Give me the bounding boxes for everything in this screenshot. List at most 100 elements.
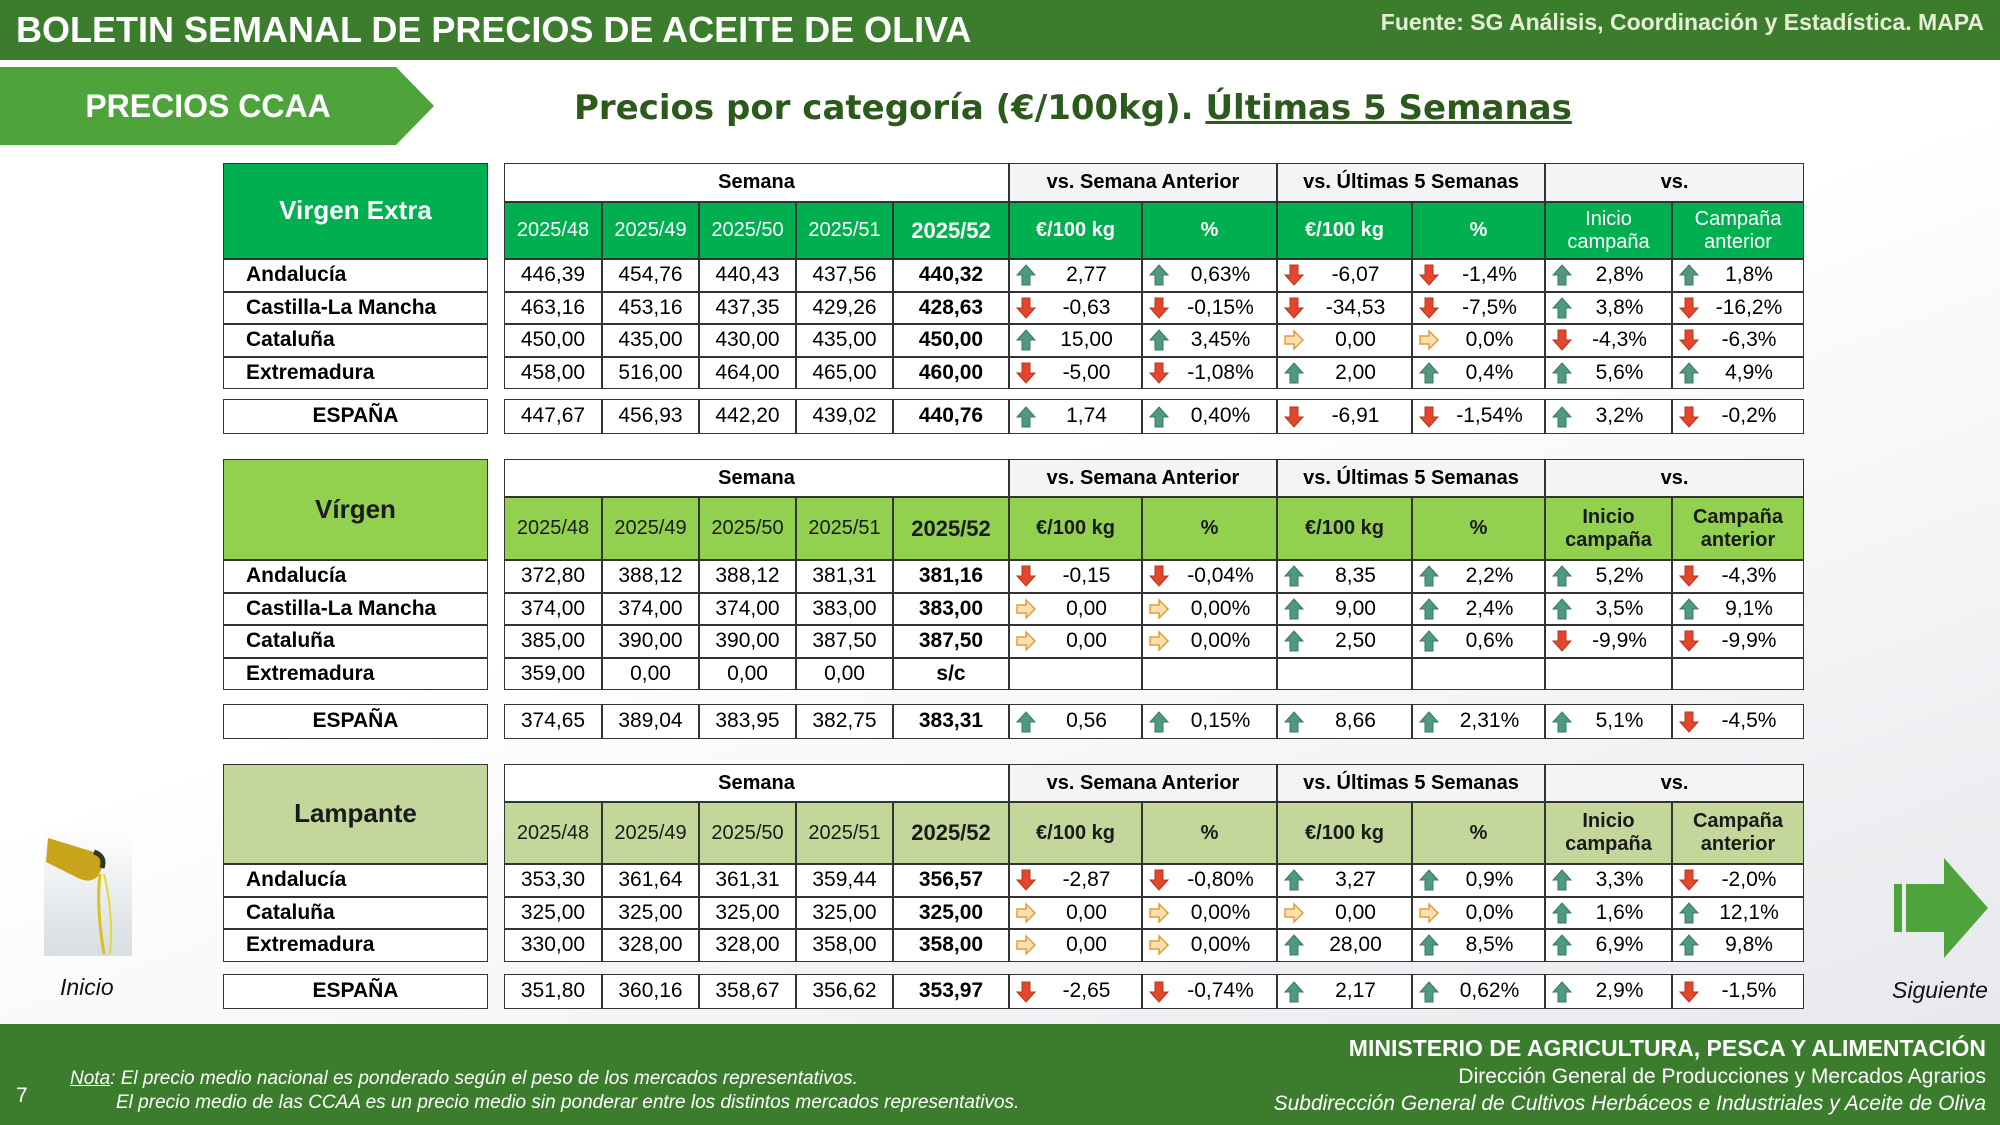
- trend-arrow: [1284, 710, 1304, 732]
- total-cell-text: -1,5%: [1721, 979, 1777, 1003]
- column-header: 2025/51: [796, 802, 893, 864]
- total-cell: 442,20: [699, 399, 796, 434]
- column-header-text: Inicio campaña: [1565, 505, 1652, 551]
- data-cell-text: -4,3%: [1592, 328, 1647, 352]
- column-header-text: %: [1200, 821, 1219, 844]
- group-header: vs. Últimas 5 Semanas: [1277, 459, 1545, 497]
- column-header: 2025/52: [893, 202, 1009, 259]
- subdirection: Subdirección General de Cultivos Herbáce…: [1273, 1092, 1986, 1115]
- home-image[interactable]: [44, 826, 132, 956]
- trend-arrow: [1552, 362, 1572, 384]
- data-cell: 381,16: [893, 560, 1009, 593]
- data-cell-text: 8,5%: [1465, 933, 1514, 957]
- data-cell: 390,00: [699, 625, 796, 658]
- data-cell-text: 0,00: [1335, 900, 1376, 924]
- trend-arrow: [1149, 264, 1169, 286]
- data-cell: -0,04%: [1142, 560, 1277, 593]
- trend-arrow: [1016, 565, 1036, 587]
- trend-arrow: [1149, 981, 1169, 1003]
- data-cell-text: 429,26: [812, 295, 877, 319]
- data-cell-text: 325,00: [918, 900, 984, 924]
- data-cell: 2,4%: [1412, 592, 1545, 625]
- total-cell-text: 351,80: [520, 979, 586, 1003]
- data-cell: [1412, 657, 1545, 690]
- total-cell-text: 1,74: [1066, 404, 1107, 428]
- data-cell-text: 388,12: [715, 564, 780, 588]
- column-header-text: €/100 kg: [1036, 821, 1115, 844]
- trend-arrow: [1284, 869, 1304, 891]
- data-cell-text: -0,63: [1062, 295, 1111, 319]
- data-cell: 0,00: [1009, 592, 1142, 625]
- total-cell-text: 447,67: [520, 404, 586, 428]
- trend-arrow: [1419, 630, 1439, 652]
- data-cell: 0,00: [796, 657, 893, 690]
- data-cell-text: 330,00: [520, 933, 586, 957]
- data-cell: -6,07: [1277, 259, 1412, 292]
- column-header: %: [1142, 497, 1277, 560]
- subtitle: Precios por categoría (€/100kg). Últimas…: [574, 88, 1572, 128]
- total-cell: 383,31: [893, 704, 1009, 739]
- data-cell: -4,3%: [1672, 560, 1804, 593]
- total-cell: 2,31%: [1412, 704, 1545, 739]
- column-header-text: 2025/48: [516, 517, 590, 539]
- column-header-text: 2025/52: [911, 820, 991, 846]
- section-tab: [0, 67, 434, 145]
- column-header-text: Inicio campaña: [1565, 810, 1652, 855]
- next-arrow[interactable]: [1894, 858, 1990, 958]
- data-cell: -16,2%: [1672, 291, 1804, 324]
- trend-arrow: [1149, 630, 1169, 653]
- data-cell: 0,00: [1277, 896, 1412, 929]
- group-header-text: vs. Últimas 5 Semanas: [1303, 771, 1519, 794]
- data-cell: 374,00: [602, 592, 699, 625]
- data-cell: 0,0%: [1412, 896, 1545, 929]
- data-cell-text: 454,76: [618, 263, 683, 287]
- home-link[interactable]: Inicio: [60, 974, 114, 1000]
- data-cell-text: 3,5%: [1595, 596, 1644, 620]
- data-cell: 450,00: [504, 324, 602, 357]
- column-header: €/100 kg: [1009, 802, 1142, 864]
- region-label-text: Cataluña: [246, 629, 335, 653]
- data-cell-text: 383,00: [812, 596, 877, 620]
- trend-arrow: [1419, 901, 1439, 924]
- column-header: Campaña anterior: [1672, 497, 1804, 560]
- data-cell: 0,00%: [1142, 592, 1277, 625]
- section-label: PRECIOS CCAA: [85, 87, 331, 124]
- region-label: Extremadura: [223, 657, 488, 690]
- total-cell: 0,40%: [1142, 399, 1277, 434]
- trend-arrow: [1419, 710, 1439, 732]
- trend-arrow: [1016, 405, 1036, 427]
- next-link[interactable]: Siguiente: [1892, 977, 1988, 1003]
- trend-arrow: [1552, 405, 1572, 427]
- total-cell-text: 2,31%: [1459, 709, 1520, 733]
- data-cell-text: 372,80: [520, 564, 586, 588]
- data-cell: 454,76: [602, 259, 699, 292]
- column-header: Campaña anterior: [1672, 202, 1804, 259]
- trend-arrow: [1149, 901, 1169, 924]
- column-header-text: 2025/51: [808, 821, 881, 844]
- data-cell: 358,00: [893, 929, 1009, 962]
- subtitle-link[interactable]: Últimas 5 Semanas: [1205, 88, 1572, 128]
- data-cell: 1,8%: [1672, 259, 1804, 292]
- data-cell: 385,00: [504, 625, 602, 658]
- data-cell: 453,16: [602, 291, 699, 324]
- trend-arrow: [1016, 901, 1036, 924]
- data-cell-text: 3,27: [1335, 868, 1376, 892]
- trend-arrow: [1149, 405, 1169, 427]
- data-cell: 383,00: [796, 592, 893, 625]
- data-cell: 325,00: [504, 896, 602, 929]
- group-header: Semana: [504, 163, 1009, 202]
- data-cell: 9,8%: [1672, 929, 1804, 962]
- data-cell-text: 0,00: [1066, 933, 1107, 957]
- data-cell-text: 15,00: [1060, 328, 1113, 352]
- trend-arrow: [1679, 981, 1699, 1003]
- data-cell-text: 28,00: [1329, 933, 1382, 957]
- trend-arrow: [1679, 297, 1699, 319]
- column-header-text: Campaña anterior: [1692, 505, 1784, 551]
- data-cell-text: 358,00: [812, 933, 877, 957]
- total-cell: 383,95: [699, 704, 796, 739]
- data-cell-text: 450,00: [918, 328, 984, 352]
- data-cell-text: 435,00: [618, 328, 683, 352]
- data-cell: 2,50: [1277, 625, 1412, 658]
- total-cell: -1,5%: [1672, 974, 1804, 1009]
- data-cell-text: 374,00: [715, 596, 780, 620]
